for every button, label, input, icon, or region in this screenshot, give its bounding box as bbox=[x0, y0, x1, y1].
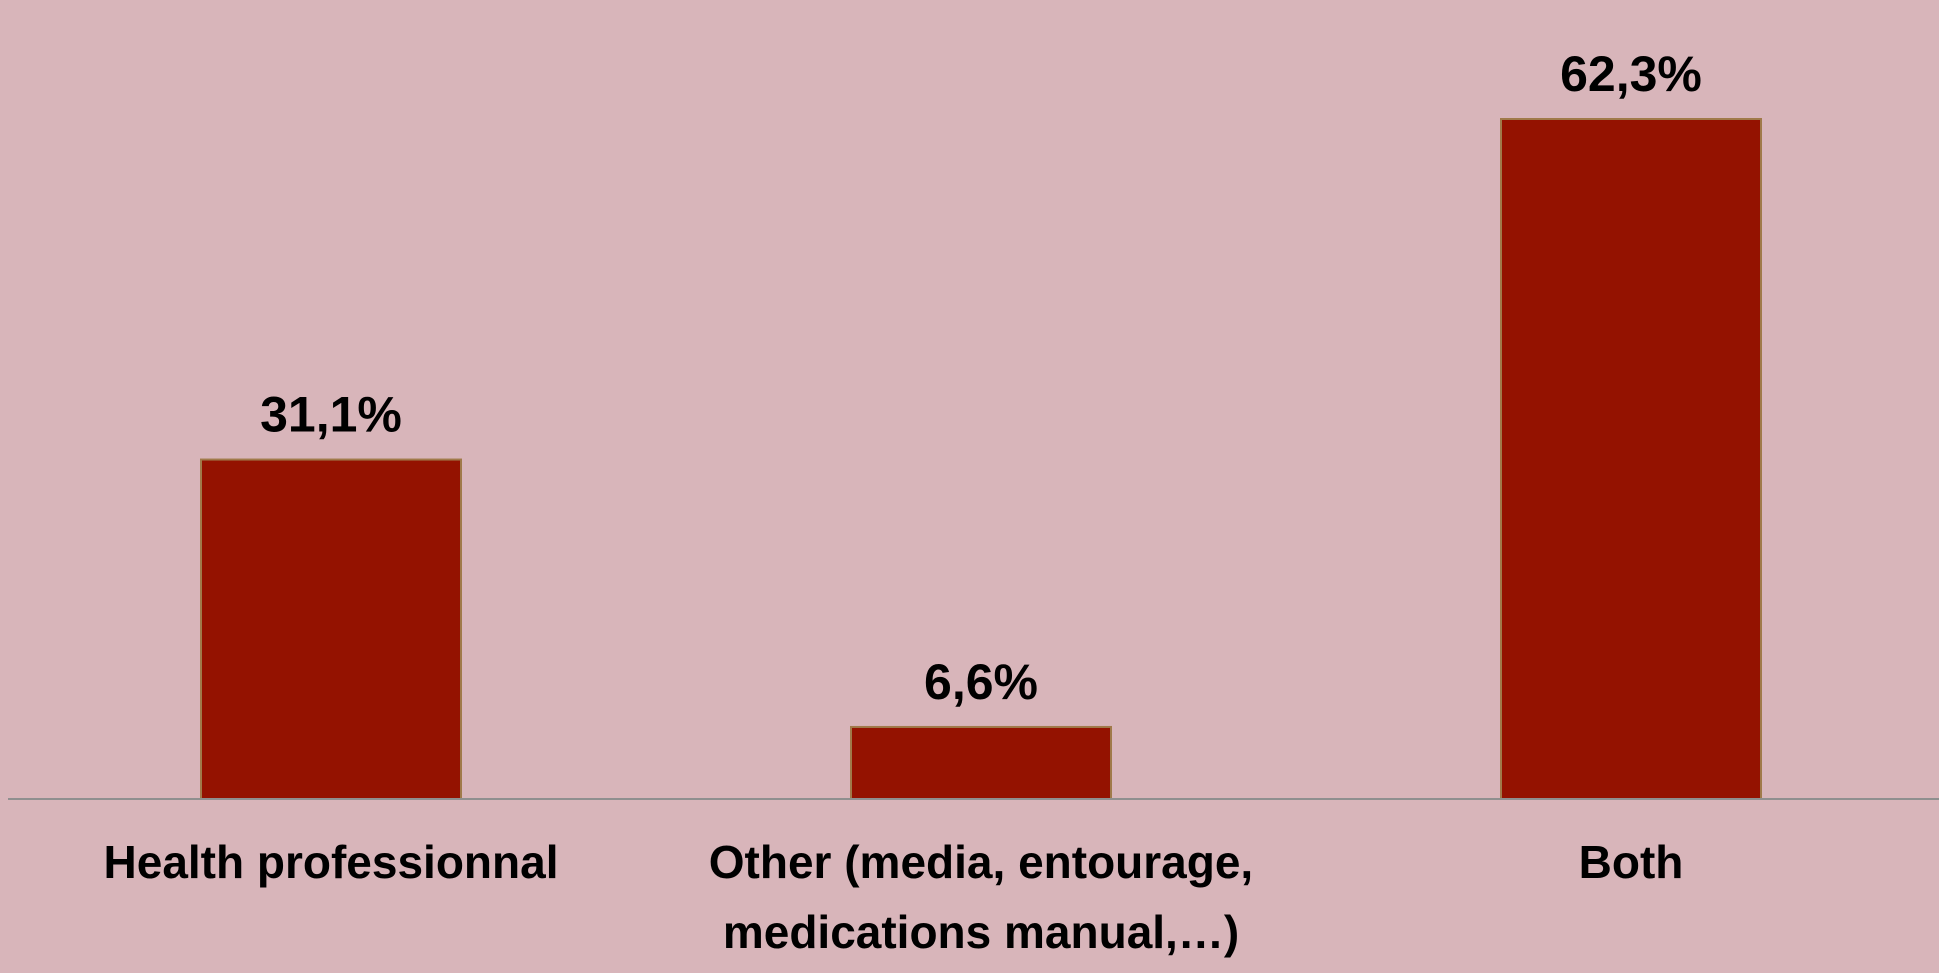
data-label-3: 62,3% bbox=[1560, 46, 1702, 102]
bar-2 bbox=[850, 725, 1112, 801]
data-label-2: 6,6% bbox=[924, 654, 1038, 710]
bar-3 bbox=[1500, 118, 1762, 800]
data-label-1: 31,1% bbox=[260, 387, 402, 443]
bar-1 bbox=[200, 458, 462, 800]
category-label-2-line-2: medications manual,…) bbox=[723, 906, 1239, 958]
category-label-2-line-1: Other (media, entourage, bbox=[709, 836, 1253, 888]
category-label-1: Health professionnal bbox=[104, 836, 559, 888]
category-label-3: Both bbox=[1579, 836, 1684, 888]
